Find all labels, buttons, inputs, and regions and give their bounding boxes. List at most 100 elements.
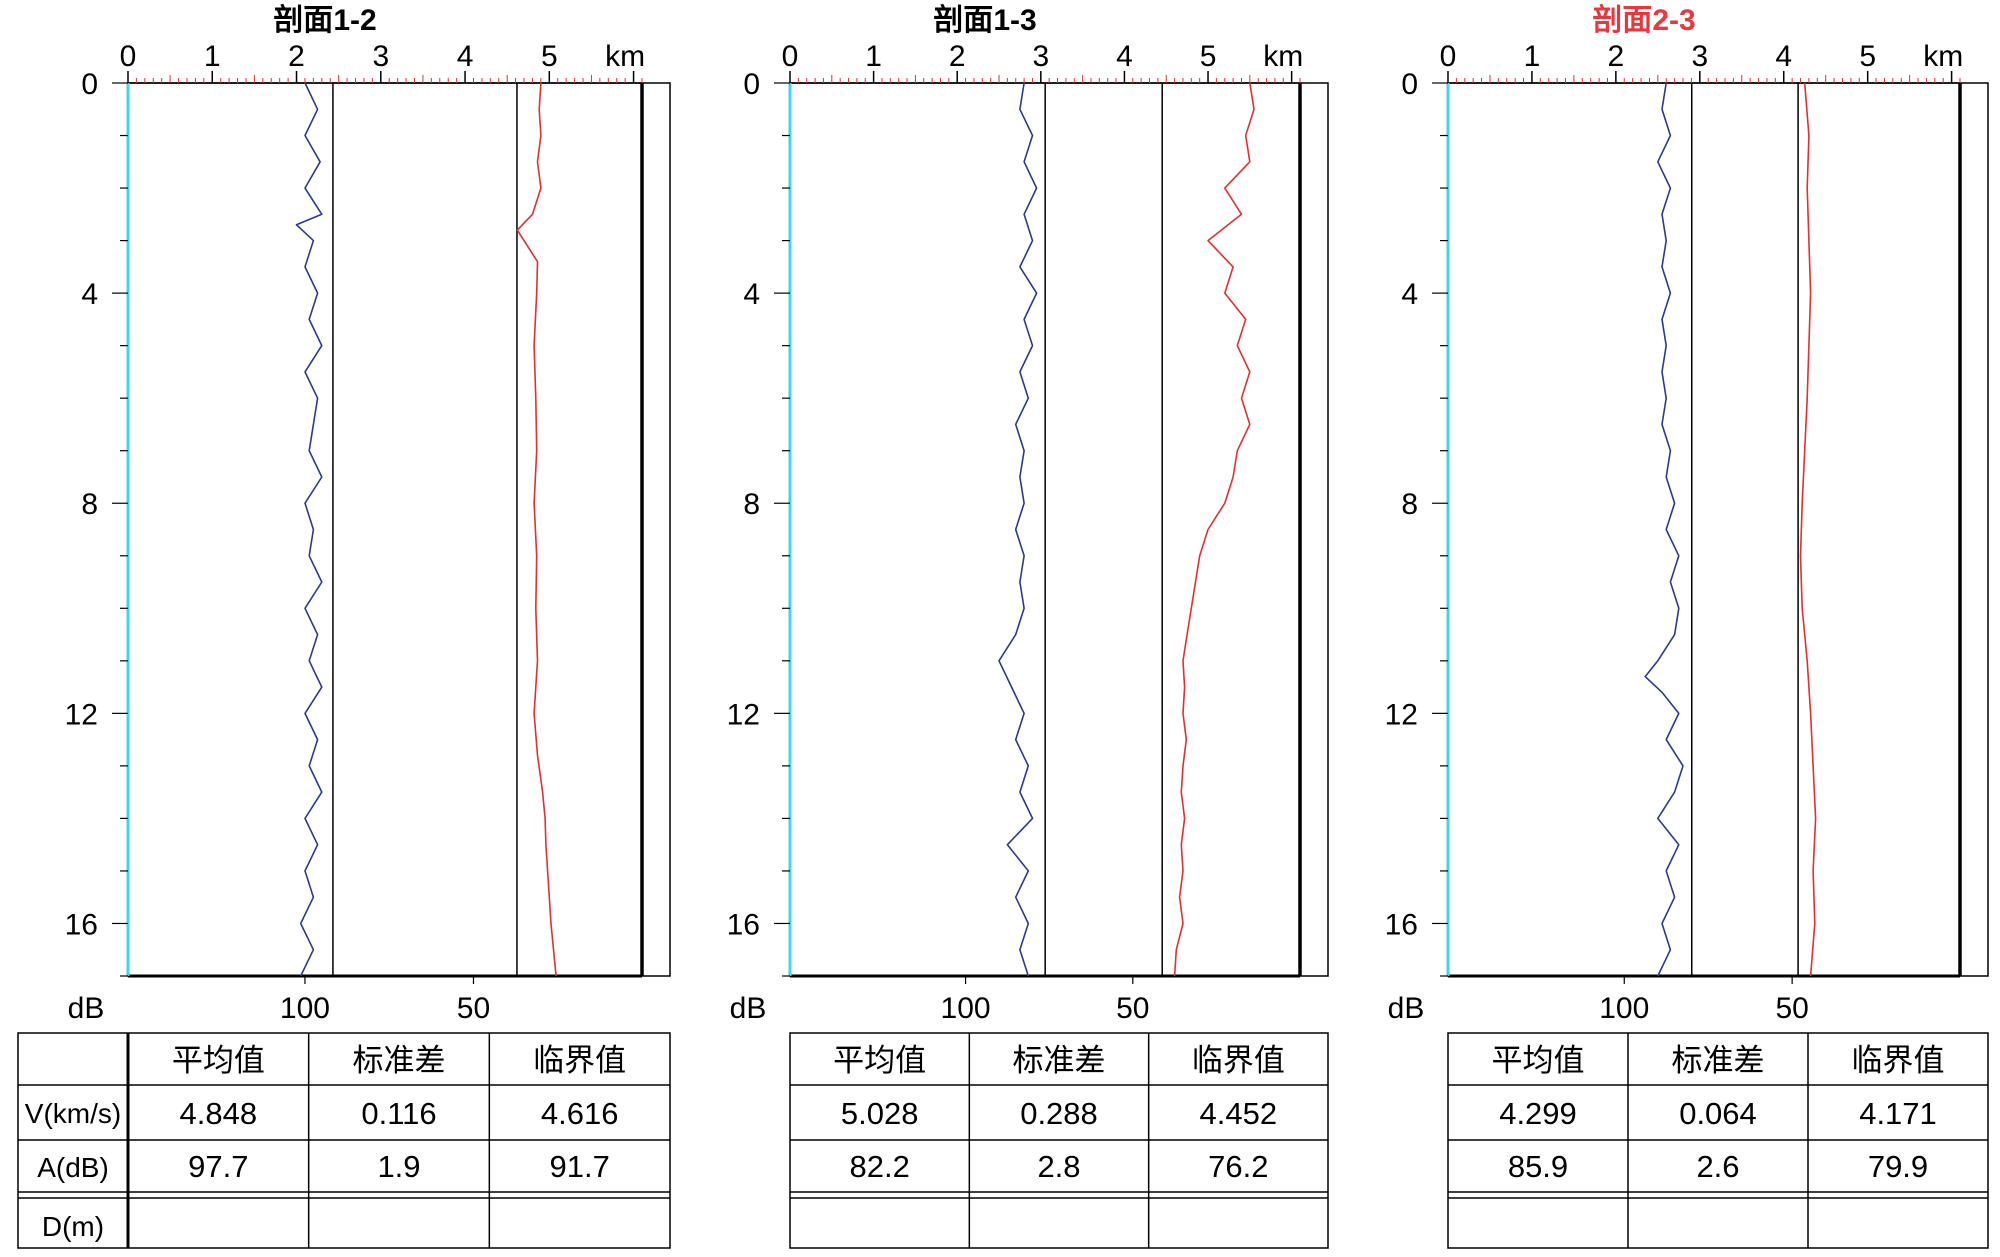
top-tick-label: 0: [120, 40, 137, 73]
table-cell-v: 0.064: [1679, 1096, 1757, 1131]
table-header-cell: 平均值: [833, 1043, 926, 1078]
table-header-cell: 标准差: [353, 1043, 446, 1078]
stats-table: 平均值 标准差 临界值 5.028 0.288 4.452 82.2 2.8 76.2: [789, 1032, 1329, 1249]
table-row-label: D(m): [42, 1211, 104, 1242]
table-row-label: A(dB): [37, 1152, 109, 1183]
db-unit-label: dB: [1388, 992, 1425, 1025]
depth-tick-label: 12: [65, 698, 98, 731]
table-header-cell: 平均值: [1492, 1043, 1585, 1078]
series-velocity: [1173, 82, 1255, 977]
top-tick-label: 5: [541, 40, 558, 73]
depth-tick-label: 4: [81, 278, 98, 311]
db-tick-label: 100: [1599, 992, 1649, 1025]
table-cell-v: 4.299: [1499, 1096, 1577, 1131]
top-tick-label: 5: [1859, 40, 1876, 73]
panel-title: 剖面2-3: [1592, 4, 1695, 37]
top-tick-label: 3: [372, 40, 389, 73]
top-tick-label: 5: [1200, 40, 1217, 73]
title-suffix: 1-2: [333, 4, 376, 37]
series-amplitude: [998, 82, 1038, 977]
plot-frame: [1447, 82, 1989, 977]
title-prefix: 剖面: [1592, 4, 1652, 37]
top-tick-label: 3: [1032, 40, 1049, 73]
depth-tick-label: 0: [81, 68, 98, 101]
table-cell-v: 0.116: [361, 1096, 436, 1131]
db-tick-label: 50: [1116, 992, 1149, 1025]
depth-tick-label: 8: [81, 488, 98, 521]
plot-frame: [789, 82, 1329, 977]
table-row-label: V(km/s): [25, 1098, 121, 1129]
plot-frame: [127, 82, 671, 977]
db-unit-label: dB: [68, 992, 105, 1025]
table-header-cell: 临界值: [1852, 1043, 1945, 1078]
panel-title: 剖面1-3: [933, 4, 1036, 37]
series-velocity: [516, 82, 557, 977]
title-suffix: 2-3: [1652, 4, 1695, 37]
top-tick-label: 1: [204, 40, 221, 73]
top-tick-label: 3: [1691, 40, 1708, 73]
stats-table: 平均值 标准差 临界值 4.299 0.064 4.171 85.9 2.6 79.9: [1447, 1032, 1989, 1249]
table-cell-a: 82.2: [849, 1149, 909, 1184]
top-tick-label: 2: [1608, 40, 1625, 73]
table-cell-a: 91.7: [549, 1149, 609, 1184]
depth-tick-label: 16: [65, 908, 98, 941]
top-tick-label: 0: [782, 40, 799, 73]
panel-title: 剖面1-2: [273, 4, 376, 37]
db-tick-label: 50: [1775, 992, 1808, 1025]
top-tick-label: 0: [1440, 40, 1457, 73]
db-tick-label: 100: [280, 992, 330, 1025]
top-tick-label: 4: [1116, 40, 1133, 73]
depth-tick-label: 0: [743, 68, 760, 101]
table-cell-v: 5.028: [841, 1096, 919, 1131]
table-cell-v: 4.848: [180, 1096, 258, 1131]
table-cell-a: 97.7: [188, 1149, 248, 1184]
title-prefix: 剖面: [933, 4, 993, 37]
table-cell-v: 0.288: [1020, 1096, 1098, 1131]
top-unit-label: km: [605, 40, 645, 73]
top-tick-label: 1: [1524, 40, 1541, 73]
top-tick-label: 1: [865, 40, 882, 73]
table-cell-a: 76.2: [1208, 1149, 1268, 1184]
table-header-cell: 平均值: [172, 1043, 265, 1078]
depth-tick-label: 0: [1401, 68, 1418, 101]
stats-table: 平均值 标准差 临界值 V(km/s) A(dB) D(m) 4.848 0.116 4.616…: [17, 1032, 671, 1249]
table-cell-a: 79.9: [1868, 1149, 1928, 1184]
table-cell-a: 2.6: [1696, 1149, 1739, 1184]
depth-tick-label: 8: [1401, 488, 1418, 521]
table-header-cell: 标准差: [1013, 1043, 1106, 1078]
depth-tick-label: 4: [1401, 278, 1418, 311]
top-unit-label: km: [1923, 40, 1963, 73]
depth-tick-label: 16: [727, 908, 760, 941]
series-velocity: [1799, 82, 1817, 977]
db-tick-label: 100: [941, 992, 991, 1025]
db-unit-label: dB: [730, 992, 767, 1025]
table-cell-v: 4.616: [541, 1096, 619, 1131]
db-tick-label: 50: [457, 992, 490, 1025]
table-header-cell: 临界值: [1192, 1043, 1285, 1078]
table-header-cell: 临界值: [533, 1043, 626, 1078]
top-tick-label: 2: [949, 40, 966, 73]
series-amplitude: [295, 82, 323, 977]
title-suffix: 1-3: [993, 4, 1036, 37]
depth-tick-label: 4: [743, 278, 760, 311]
depth-tick-label: 16: [1385, 908, 1418, 941]
top-tick-label: 2: [288, 40, 305, 73]
table-cell-a: 85.9: [1508, 1149, 1568, 1184]
series-amplitude: [1644, 82, 1684, 977]
table-cell-a: 1.9: [377, 1149, 420, 1184]
top-tick-label: 4: [1775, 40, 1792, 73]
depth-tick-label: 12: [1385, 698, 1418, 731]
top-unit-label: km: [1263, 40, 1303, 73]
table-cell-v: 4.452: [1200, 1096, 1278, 1131]
title-prefix: 剖面: [273, 4, 333, 37]
top-tick-label: 4: [457, 40, 474, 73]
table-cell-a: 2.8: [1037, 1149, 1080, 1184]
depth-tick-label: 12: [727, 698, 760, 731]
table-header-cell: 标准差: [1672, 1043, 1765, 1078]
depth-tick-label: 8: [743, 488, 760, 521]
